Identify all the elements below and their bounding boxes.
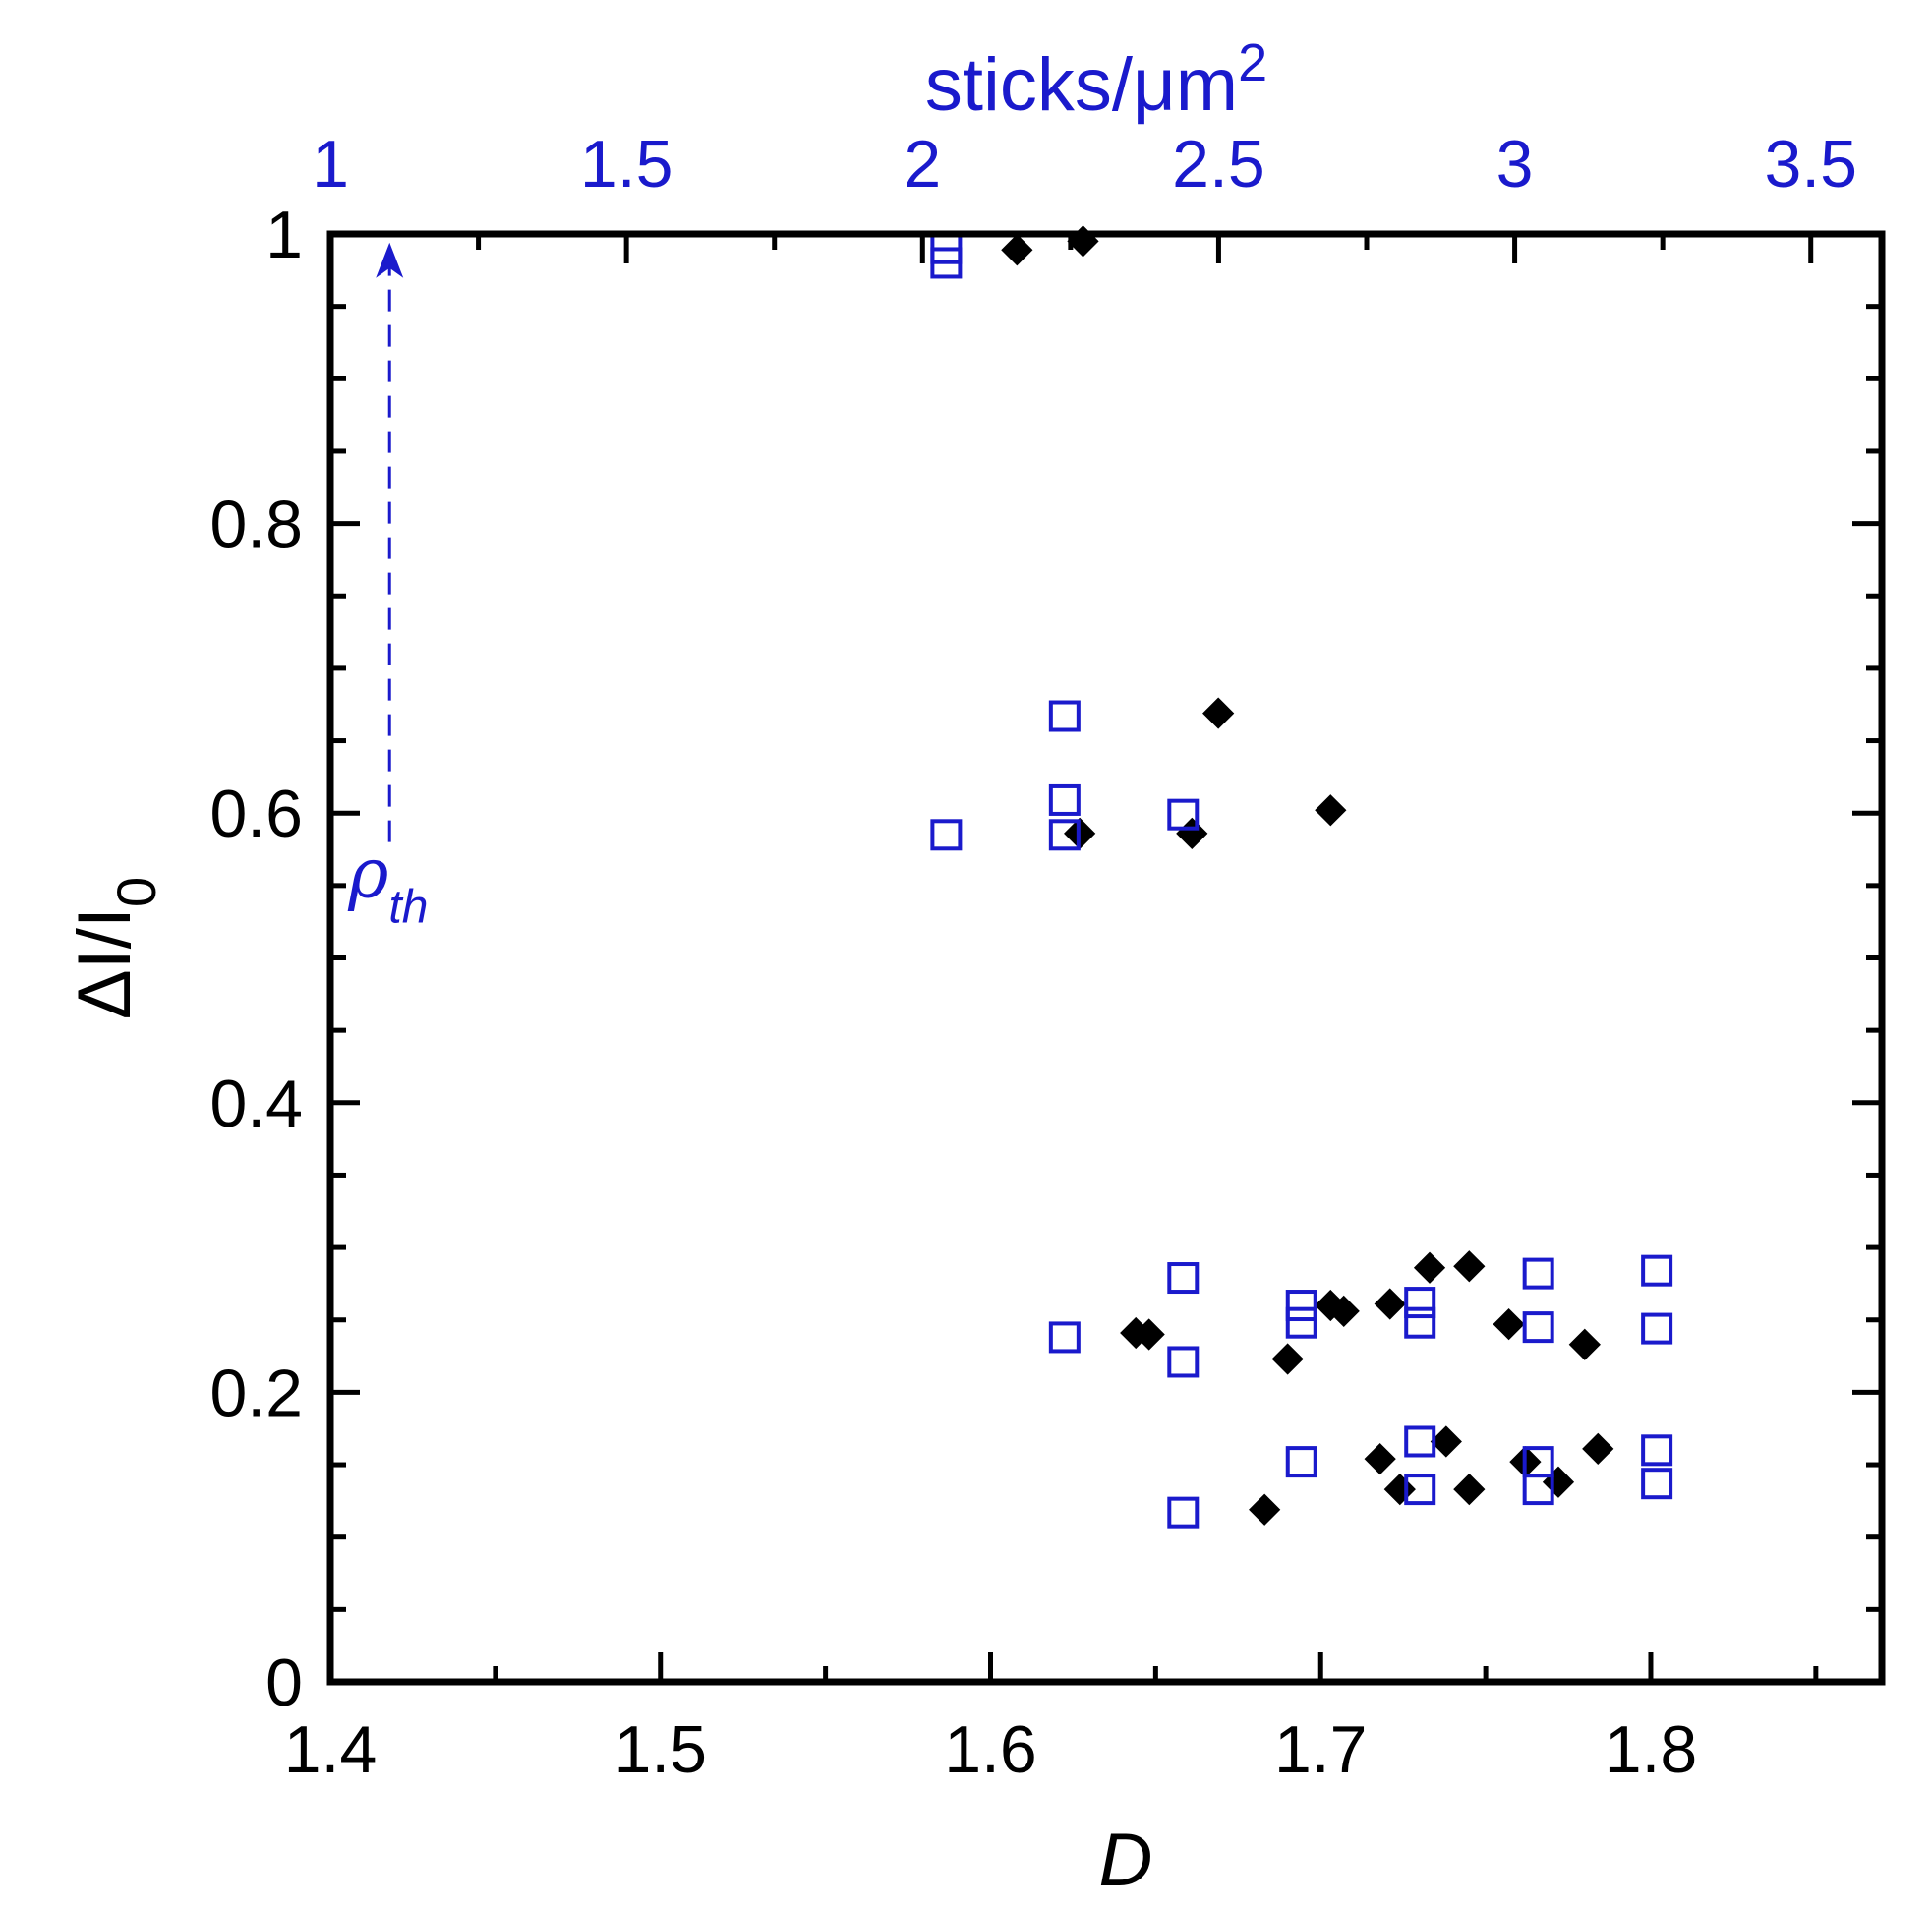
y-tick-label: 1 (265, 198, 303, 272)
square-point (1404, 1425, 1436, 1458)
diamond-point (1430, 1425, 1462, 1458)
x-tick-label: 1.8 (1605, 1712, 1698, 1787)
threshold-subscript: th (388, 882, 428, 934)
diamond-point (1327, 1295, 1360, 1328)
x-axis-title: D (1099, 1819, 1153, 1902)
square-point (1285, 1446, 1317, 1478)
square-point (1522, 1257, 1554, 1290)
square-point (1167, 798, 1200, 831)
data-points (930, 225, 1673, 1529)
square-point (1641, 1312, 1673, 1345)
diamond-point (1364, 1443, 1396, 1475)
top-tick-label: 3.5 (1764, 127, 1857, 202)
threshold-annotation: ρth (347, 242, 428, 934)
x-tick-label: 1.5 (614, 1712, 707, 1787)
diamond-point (1315, 794, 1347, 827)
threshold-arrow-head (376, 242, 404, 278)
diamond-point (1383, 1473, 1416, 1506)
threshold-label: ρth (347, 834, 428, 934)
diamond-point (1413, 1251, 1446, 1284)
square-point (1404, 1474, 1436, 1506)
diamond-point (1271, 1343, 1304, 1375)
y-tick-label: 0.8 (209, 488, 303, 562)
diamond-point (1453, 1473, 1486, 1506)
y-axis-title-main: ΔI/I (63, 907, 146, 1019)
square-point (930, 247, 963, 279)
x-tick-label: 1.7 (1274, 1712, 1368, 1787)
top-axis-title-superscript: 2 (1238, 33, 1267, 92)
square-point (1285, 1290, 1317, 1322)
diamond-point (1453, 1250, 1486, 1283)
square-point (1167, 1496, 1200, 1529)
y-tick-label: 0.2 (209, 1356, 303, 1430)
square-point (1285, 1306, 1317, 1339)
y-tick-label: 0.6 (209, 777, 303, 851)
square-point (1522, 1474, 1554, 1506)
diamond-point (1582, 1432, 1614, 1465)
square-point (1048, 1321, 1081, 1354)
square-point (1522, 1311, 1554, 1344)
square-point (1641, 1468, 1673, 1500)
diamond-point (1249, 1493, 1281, 1526)
square-point (1048, 819, 1081, 851)
square-point (1167, 1346, 1200, 1378)
square-point (930, 819, 963, 851)
y-tick-label: 0 (265, 1646, 303, 1720)
diamond-point (1374, 1288, 1406, 1320)
top-tick-label: 1.5 (580, 127, 673, 202)
square-point (1048, 783, 1081, 816)
diamond-point (1120, 1316, 1152, 1350)
tick-labels: 1.4 1.5 1.6 1.7 1.8 0 0.2 0.4 0.6 0.8 11 1.5 2 2.5 3 3.… (209, 127, 1857, 1787)
square-point (1641, 1434, 1673, 1467)
diamond-point (1202, 697, 1235, 729)
top-tick-label: 1 (312, 127, 349, 202)
diamond-point (1493, 1308, 1525, 1341)
top-axis-title: sticks/μm2 (925, 33, 1267, 127)
top-tick-label: 2 (904, 127, 941, 202)
top-tick-label: 3 (1496, 127, 1534, 202)
y-axis-title: ΔI/I0 (63, 877, 167, 1019)
square-point (1167, 1262, 1200, 1295)
top-tick-label: 2.5 (1172, 127, 1265, 202)
y-tick-label: 0.4 (209, 1067, 303, 1141)
square-point (1048, 700, 1081, 732)
square-point (1404, 1287, 1436, 1319)
square-point (1641, 1254, 1673, 1287)
threshold-symbol: ρ (347, 834, 388, 914)
plot-frame (326, 230, 1886, 1686)
x-tick-label: 1.6 (944, 1712, 1037, 1787)
square-point (1404, 1306, 1436, 1339)
diamond-point (1001, 234, 1033, 266)
diamond-point (1542, 1466, 1575, 1498)
x-tick-label: 1.4 (284, 1712, 378, 1787)
diamond-point (1568, 1328, 1601, 1360)
diamond-point (1176, 817, 1208, 849)
y-axis-title-subscript: 0 (105, 877, 167, 907)
top-axis-title-main: sticks/μm (925, 43, 1238, 127)
